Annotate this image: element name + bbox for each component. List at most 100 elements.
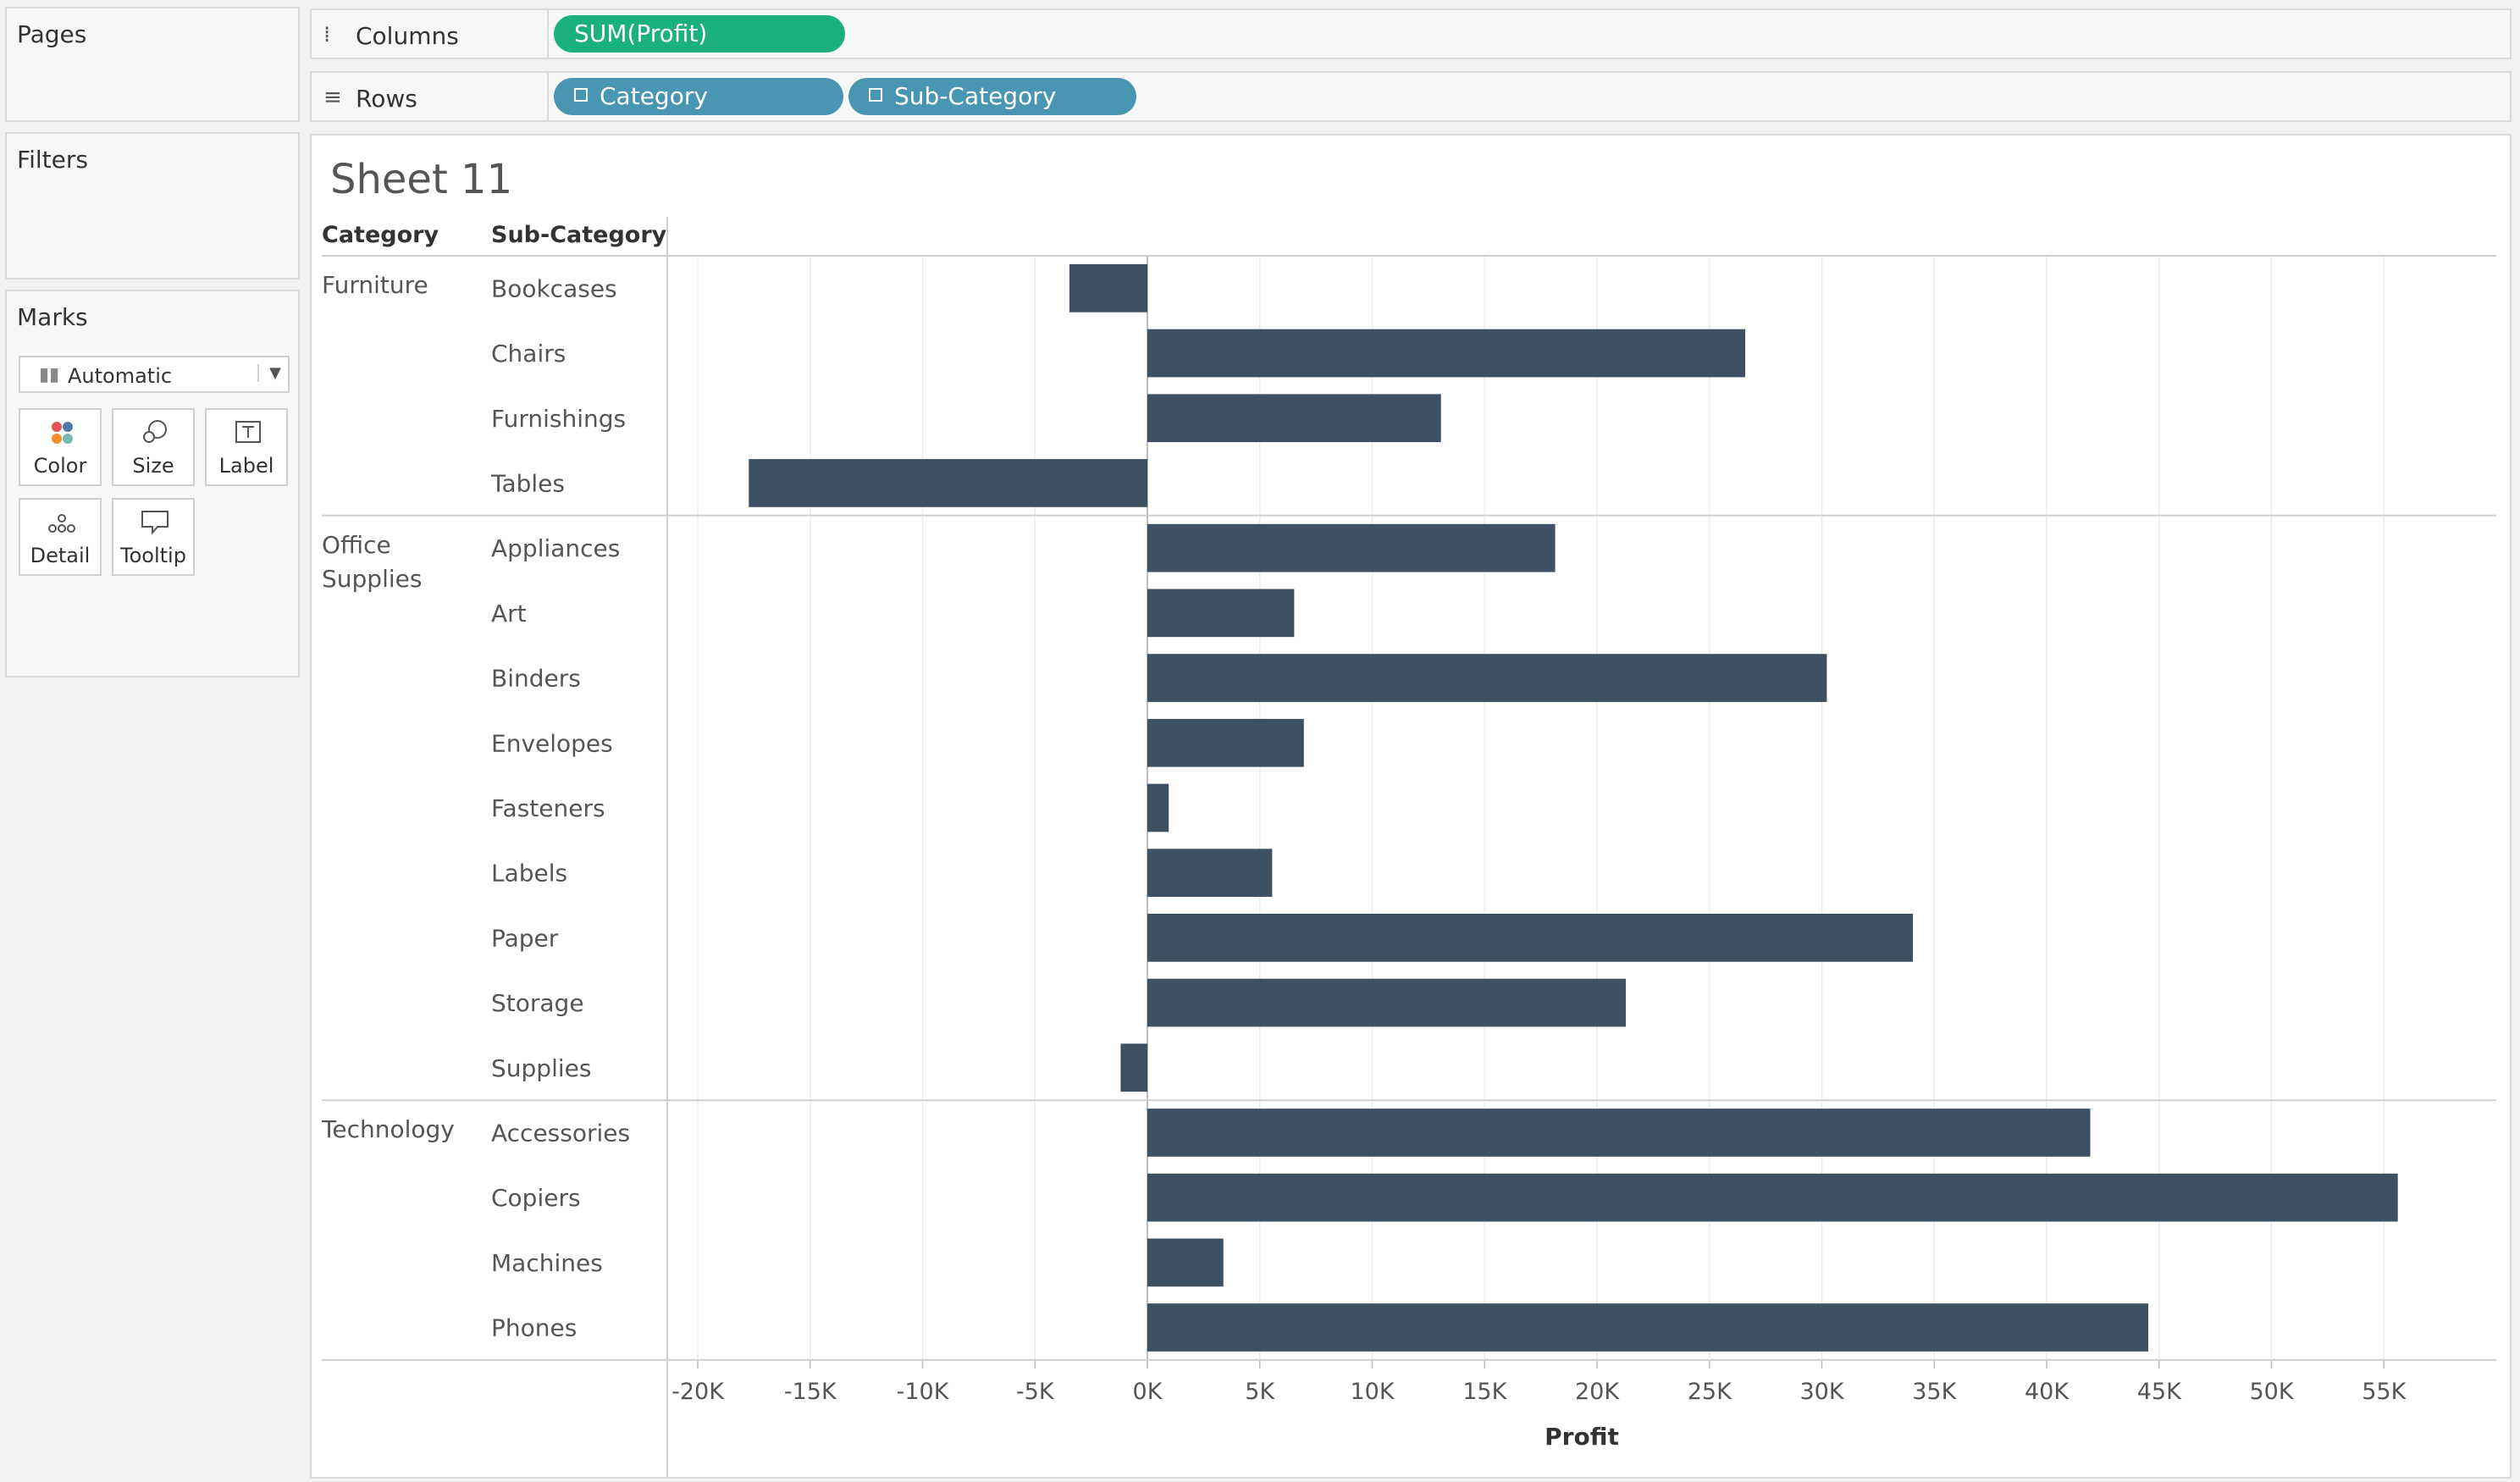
size-button-label: Size	[132, 454, 174, 478]
category-label: Supplies	[322, 565, 422, 593]
mark-type-dropdown[interactable]: ▮▮ Automatic ▼	[19, 356, 290, 393]
x-tick-label: 25K	[1688, 1379, 1732, 1405]
x-tick-label: 15K	[1462, 1379, 1507, 1405]
x-tick-label: -20K	[671, 1379, 725, 1405]
worksheet-view: Sheet 11 -20K -15K -10K -5K 0K 5K 10K 15K 20K 25K…	[310, 134, 2512, 1479]
bar	[1147, 1303, 2149, 1352]
x-tick-label: 30K	[1799, 1379, 1844, 1405]
subcategory-label: Fasteners	[491, 794, 605, 822]
rows-shelf-label: Rows	[356, 85, 417, 113]
subcategory-label: Copiers	[491, 1184, 581, 1212]
bar	[1147, 654, 1827, 702]
header-category: Category	[322, 222, 439, 248]
columns-shelf[interactable]: ⁞ Columns SUM(Profit)	[310, 8, 2512, 59]
subcategory-label: Tables	[490, 469, 565, 497]
bar	[1120, 1043, 1147, 1092]
bar	[1147, 783, 1169, 832]
columns-pill-sum-profit[interactable]: SUM(Profit)	[554, 15, 845, 53]
filters-card[interactable]: Filters	[5, 132, 300, 279]
x-tick-label: -15K	[784, 1379, 837, 1405]
x-tick-label: -10K	[897, 1379, 950, 1405]
bar	[1147, 914, 1914, 962]
expand-icon[interactable]	[869, 88, 882, 102]
label-button[interactable]: Label	[205, 408, 288, 486]
x-tick-label: 10K	[1350, 1379, 1395, 1405]
subcategory-label: Labels	[491, 860, 567, 888]
rows-icon: ≡	[323, 85, 342, 110]
bar	[1147, 718, 1304, 767]
rows-shelf-label-area: ≡ Rows	[312, 73, 549, 120]
columns-shelf-label-area: ⁞ Columns	[312, 10, 549, 58]
subcategory-label: Art	[491, 600, 527, 628]
color-button-label: Color	[33, 454, 87, 478]
sheet-title: Sheet 11	[330, 156, 513, 203]
subcategory-label: Furnishings	[491, 405, 626, 433]
bar	[1147, 1173, 2398, 1222]
label-icon	[235, 421, 261, 443]
category-label: Technology	[321, 1115, 455, 1143]
rows-pill-category-label: Category	[600, 82, 708, 110]
x-tick-label: 55K	[2362, 1379, 2407, 1405]
rows-pill-category[interactable]: Category	[554, 78, 843, 115]
x-tick-label: 45K	[2137, 1379, 2182, 1405]
collapse-icon[interactable]	[574, 88, 588, 102]
bar	[1147, 1109, 2091, 1157]
x-axis-title: Profit	[1545, 1423, 1619, 1451]
bar	[1069, 264, 1147, 312]
bar	[1147, 978, 1626, 1027]
subcategory-label: Appliances	[491, 534, 620, 562]
rows-pill-subcategory-label: Sub-Category	[894, 82, 1057, 110]
pages-card[interactable]: Pages	[5, 7, 300, 122]
mark-type-value: Automatic	[68, 364, 173, 388]
subcategory-label: Accessories	[491, 1119, 630, 1147]
tooltip-icon	[141, 511, 169, 535]
x-tick-label: 40K	[2025, 1379, 2070, 1405]
detail-button[interactable]: Detail	[19, 498, 102, 576]
pages-card-title: Pages	[17, 20, 87, 48]
rows-pill-subcategory[interactable]: Sub-Category	[848, 78, 1136, 115]
detail-icon	[48, 514, 75, 533]
header-subcategory: Sub-Category	[491, 222, 667, 248]
subcategory-label: Envelopes	[491, 729, 613, 757]
bar	[1147, 849, 1273, 897]
filters-card-title: Filters	[17, 146, 88, 174]
bar	[1147, 329, 1745, 378]
bar	[1147, 394, 1441, 443]
x-tick-label: 50K	[2249, 1379, 2294, 1405]
bar-chart-icon: ▮▮	[39, 364, 60, 385]
color-icon	[52, 422, 73, 444]
subcategory-label: Paper	[491, 924, 559, 952]
subcategory-label: Machines	[491, 1249, 603, 1277]
category-label: Office	[322, 531, 391, 559]
columns-shelf-label: Columns	[356, 22, 459, 50]
subcategory-label: Bookcases	[491, 274, 617, 302]
x-tick-label: 0K	[1133, 1379, 1163, 1405]
color-button[interactable]: Color	[19, 408, 102, 486]
subcategory-label: Phones	[491, 1314, 577, 1342]
size-icon	[143, 420, 167, 443]
bar	[1147, 523, 1556, 572]
bar-chart: -20K -15K -10K -5K 0K 5K 10K 15K 20K 25K 30K 35K 40K…	[321, 217, 2496, 1477]
bar	[1147, 1238, 1224, 1287]
label-button-label: Label	[218, 454, 274, 478]
bar	[1147, 589, 1295, 638]
bar	[749, 459, 1147, 507]
subcategory-label: Storage	[491, 989, 584, 1017]
subcategory-label: Supplies	[491, 1054, 591, 1082]
x-tick-label: -5K	[1016, 1379, 1055, 1405]
detail-button-label: Detail	[30, 544, 91, 567]
x-tick-label: 20K	[1575, 1379, 1620, 1405]
marks-card-title: Marks	[17, 303, 88, 331]
x-tick-label: 35K	[1912, 1379, 1957, 1405]
subcategory-label: Chairs	[491, 340, 566, 368]
category-label: Furniture	[322, 271, 428, 299]
tooltip-button-label: Tooltip	[120, 544, 186, 567]
x-tick-label: 5K	[1245, 1379, 1275, 1405]
subcategory-label: Binders	[491, 665, 581, 693]
tooltip-button[interactable]: Tooltip	[112, 498, 195, 576]
marks-card: Marks ▮▮ Automatic ▼ Color Size Label	[5, 290, 300, 677]
rows-shelf[interactable]: ≡ Rows Category Sub-Category	[310, 71, 2512, 122]
columns-icon: ⁞	[323, 22, 331, 47]
chevron-down-icon[interactable]: ▼	[257, 364, 281, 382]
size-button[interactable]: Size	[112, 408, 195, 486]
